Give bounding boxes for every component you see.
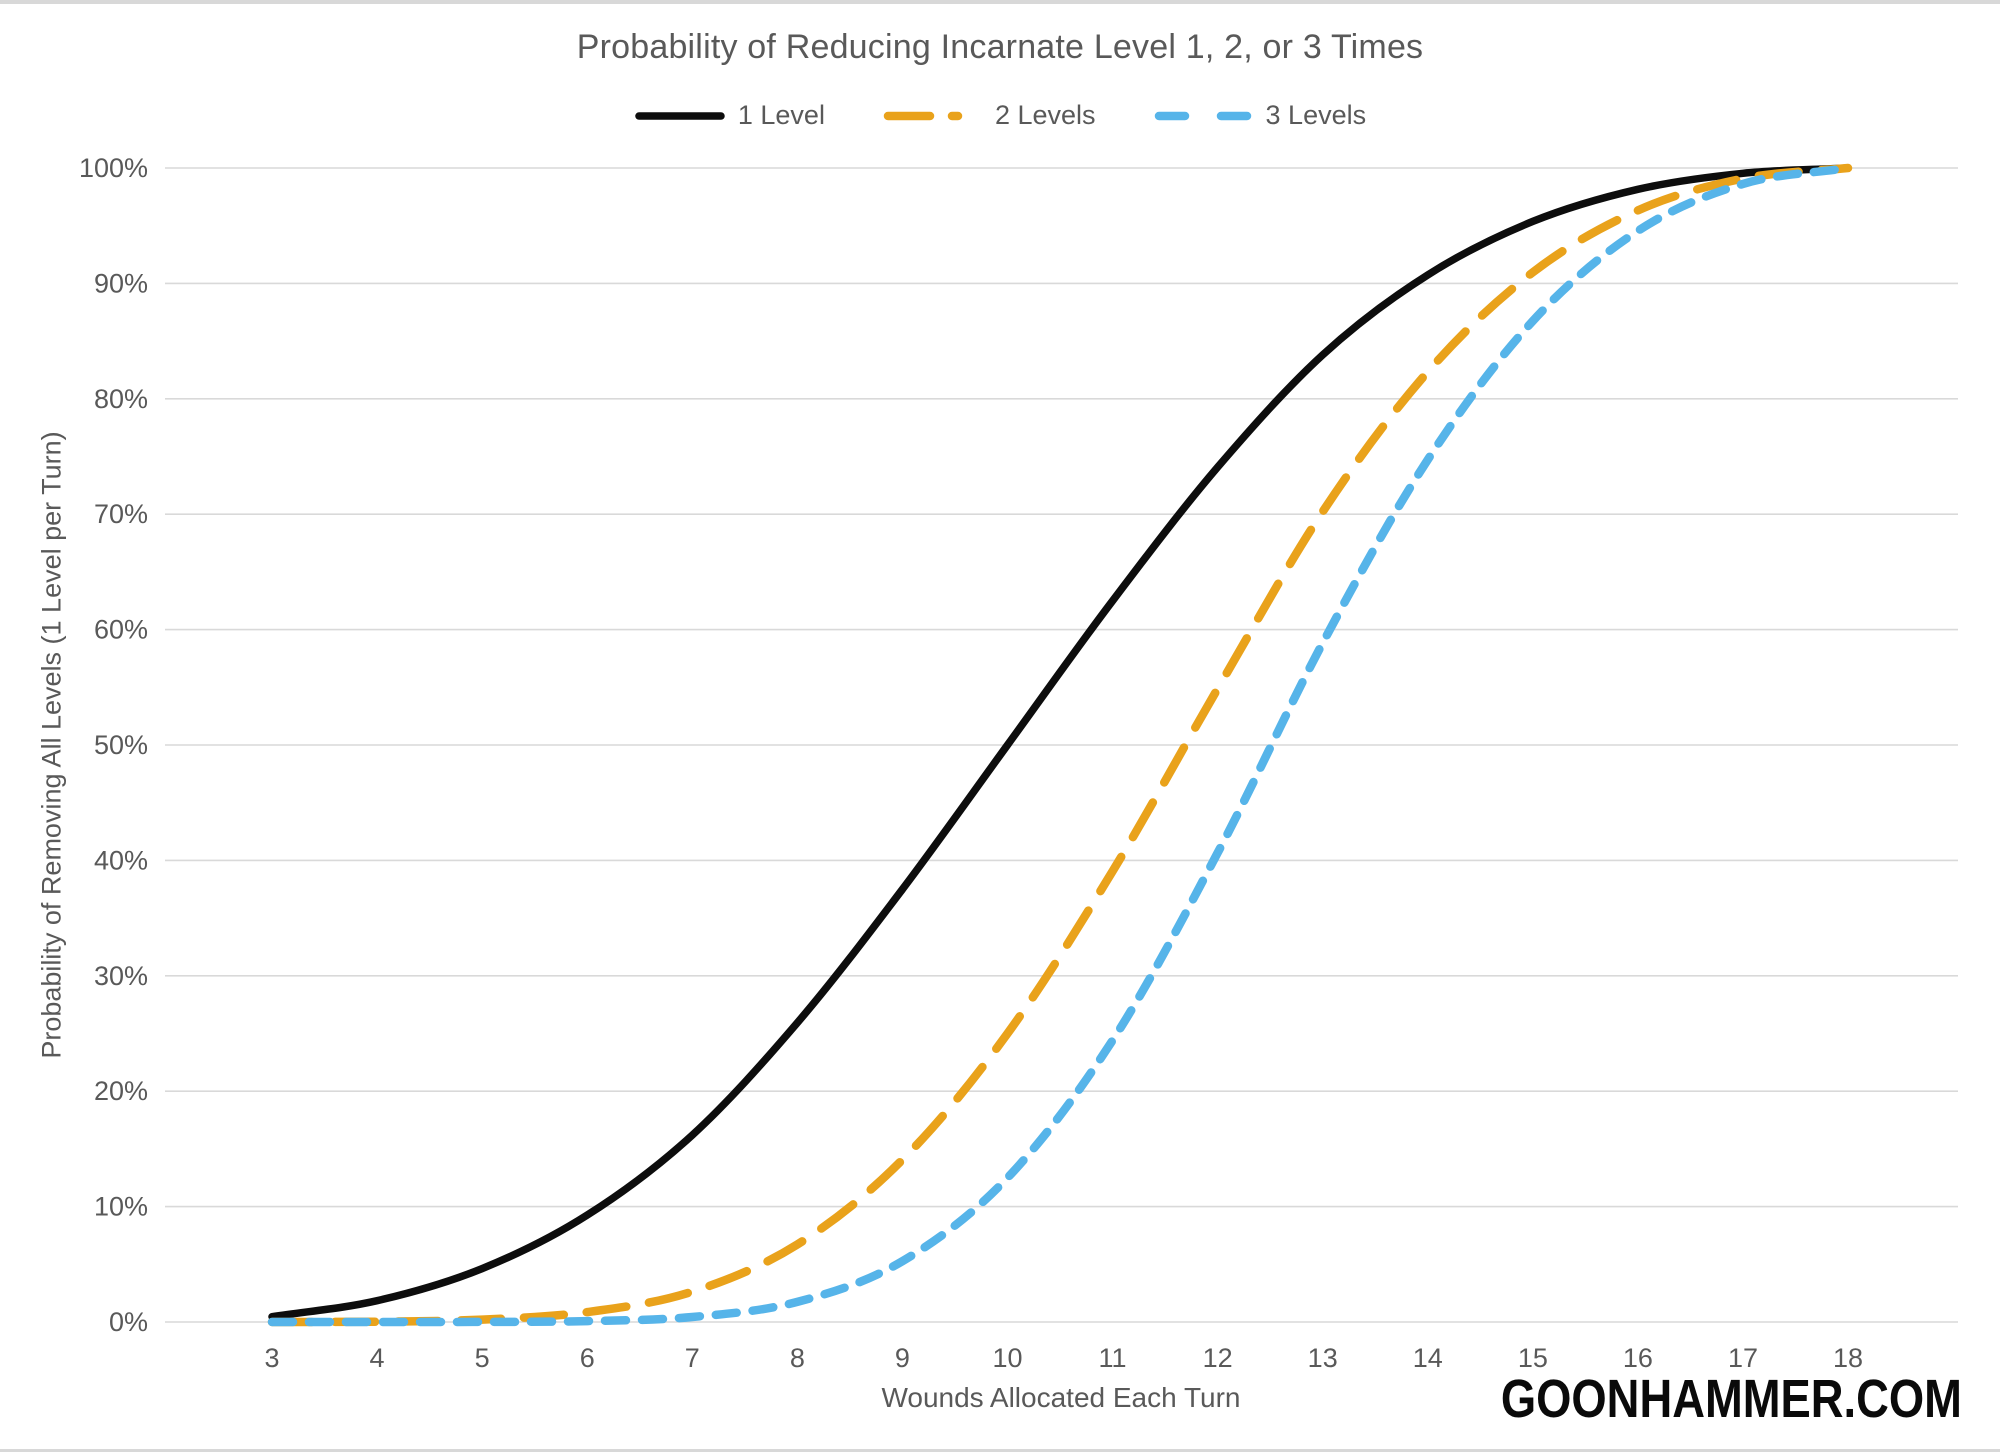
x-tick-label: 4 [370,1343,385,1373]
legend-item-2-levels: 2 Levels [883,100,1096,131]
y-tick-label: 70% [94,499,148,529]
x-tick-label: 11 [1099,1343,1127,1373]
y-tick-label: 10% [94,1192,148,1222]
x-tick-label: 7 [685,1343,700,1373]
bottom-divider [0,1449,2000,1452]
gridlines [165,167,1958,1323]
x-tick-label: 5 [475,1343,490,1373]
legend-item-3-levels: 3 Levels [1154,100,1367,131]
y-tick-label: 60% [94,615,148,645]
y-tick-label: 30% [94,961,148,991]
watermark-goonhammer: GOONHAMMER.COM [1500,1369,1962,1429]
series-curve-2-levels [267,163,1853,1327]
legend-label: 3 Levels [1265,100,1367,130]
legend-item-1-level: 1 Level [634,100,825,131]
series-curve-1-level [268,164,1852,1321]
chart-title: Probability of Reducing Incarnate Level … [576,28,1424,66]
x-tick-label: 18 [1833,1343,1863,1373]
legend-line-solid-icon [635,111,725,120]
y-tick-label: 100% [79,153,148,183]
x-tick-label: 13 [1308,1343,1338,1373]
x-tick-label: 8 [790,1343,805,1373]
legend: 1 Level 2 Levels 3 Levels [0,100,2000,131]
x-tick-label: 10 [992,1343,1022,1373]
legend-label: 1 Level [737,100,825,130]
x-tick-label: 6 [580,1343,595,1373]
x-tick-label: 16 [1623,1343,1653,1373]
legend-line-dash-icon [1154,111,1253,120]
x-tick-label: 9 [895,1343,910,1373]
y-tick-label: 20% [94,1076,148,1106]
x-axis-title: Wounds Allocated Each Turn [881,1382,1241,1413]
y-axis-tick-labels: 0% 10% 20% 30% 40% 50% 60% 70% 80% 90% 100% [79,153,148,1337]
x-tick-label: 15 [1518,1343,1548,1373]
y-axis-title: Probability of Removing All Levels (1 Le… [36,431,67,1059]
legend-label: 2 Levels [994,100,1096,130]
y-tick-label: 40% [94,845,148,875]
top-divider [0,0,2000,4]
y-tick-label: 80% [94,384,148,414]
x-tick-label: 12 [1203,1343,1233,1373]
y-tick-label: 90% [94,268,148,298]
data-series-curves [267,163,1853,1327]
x-tick-label: 3 [264,1343,279,1373]
y-tick-label: 0% [109,1307,148,1337]
x-tick-label: 14 [1413,1343,1443,1373]
legend-line-long-dash-icon [883,111,983,120]
series-curve-3-levels [267,163,1853,1327]
x-tick-label: 17 [1728,1343,1758,1373]
x-axis-tick-labels: 3 4 5 6 7 8 9 10 11 12 13 14 15 16 17 18 [264,1343,1863,1373]
y-tick-label: 50% [94,730,148,760]
